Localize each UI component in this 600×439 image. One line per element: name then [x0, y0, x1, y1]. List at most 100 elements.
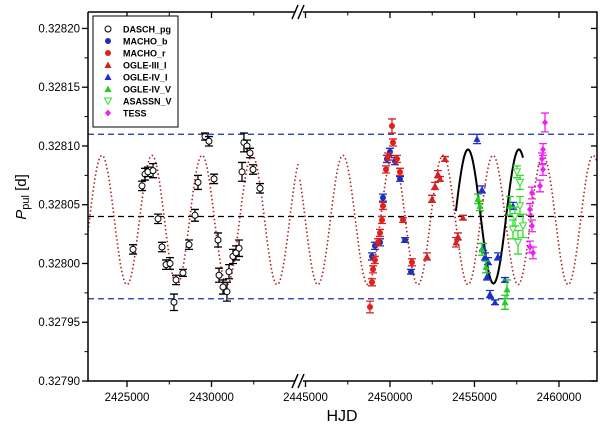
y-tick-label: 0.32805	[38, 200, 80, 212]
legend-label: OGLE-III_I	[123, 61, 167, 71]
x-tick-label: 2445000	[283, 392, 328, 404]
data-point	[249, 165, 257, 173]
data-point	[483, 272, 491, 280]
data-point	[378, 217, 385, 224]
data-point	[129, 245, 137, 253]
axis-break-mark	[291, 373, 305, 389]
data-point	[482, 263, 490, 271]
series-dasch-pg	[129, 132, 265, 312]
y-tick-label: 0.32790	[38, 376, 80, 388]
data-point	[379, 194, 386, 201]
model-curves	[87, 148, 598, 286]
series-asassn-v	[508, 165, 528, 255]
data-point	[205, 137, 213, 145]
legend-marker	[104, 73, 112, 80]
y-tick-label: 0.32800	[38, 258, 80, 270]
series-tess	[525, 112, 549, 260]
legend-label: MACHO_r	[123, 49, 166, 59]
series-macho-b	[367, 147, 415, 275]
data-point	[179, 269, 187, 277]
data-point	[478, 185, 486, 193]
legend-item: ASASSN_V	[103, 97, 172, 107]
data-point	[539, 145, 546, 153]
data-point	[513, 238, 523, 247]
legend-item: TESS	[105, 109, 147, 119]
data-points	[129, 112, 549, 314]
data-point	[377, 229, 384, 236]
data-point	[512, 168, 522, 177]
data-point	[194, 178, 202, 186]
legend-label: MACHO_b	[123, 37, 168, 47]
x-tick-label: 2430000	[189, 392, 234, 404]
data-point	[374, 239, 381, 246]
legend-marker	[104, 61, 112, 68]
data-point	[459, 214, 467, 221]
data-point	[401, 236, 408, 243]
data-point	[170, 298, 178, 306]
legend-label: OGLE-IV_I	[123, 73, 168, 83]
data-point	[235, 244, 243, 252]
data-point	[476, 202, 484, 209]
data-point	[436, 175, 444, 182]
data-point	[503, 285, 511, 293]
data-point	[407, 268, 414, 275]
data-point	[223, 288, 231, 296]
series-ogle-iii-i	[422, 155, 467, 261]
axes: 2425000 2430000 2445000 2450000 2455000 24600…	[38, 4, 598, 404]
data-point	[441, 155, 449, 162]
data-point	[423, 252, 431, 260]
data-point	[478, 245, 486, 253]
legend-marker	[105, 50, 111, 56]
data-point	[529, 249, 536, 257]
series-ogle-iv-v	[473, 193, 514, 310]
y-tick-label: 0.32815	[38, 82, 80, 94]
data-point	[452, 238, 460, 246]
data-point	[389, 139, 396, 146]
data-point	[172, 276, 180, 284]
data-point	[215, 271, 223, 279]
legend-box	[92, 15, 179, 128]
legend-item: MACHO_b	[105, 37, 168, 47]
data-point	[191, 211, 199, 219]
data-point	[515, 178, 525, 187]
data-point	[528, 222, 535, 230]
legend-label: DASCH_pg	[123, 25, 171, 35]
data-point	[370, 266, 377, 273]
data-point	[538, 155, 545, 163]
data-point	[393, 155, 400, 162]
data-point	[528, 189, 535, 197]
data-point	[491, 298, 499, 306]
data-point	[494, 252, 502, 260]
data-point	[486, 290, 494, 298]
model-dotted-left	[87, 154, 299, 286]
data-point	[154, 215, 162, 223]
legend-marker	[103, 97, 113, 106]
legend-item: DASCH_pg	[104, 25, 171, 35]
axis-break-mark	[291, 4, 305, 20]
data-point	[408, 259, 415, 266]
data-point	[366, 303, 373, 310]
series-macho-r	[365, 118, 416, 314]
legend-item: OGLE-IV_I	[104, 73, 168, 83]
data-point	[508, 225, 518, 234]
data-point	[526, 205, 533, 213]
model-dotted-right	[299, 154, 598, 286]
legend-marker	[104, 25, 112, 33]
x-axis-label: HJD	[326, 408, 357, 425]
x-tick-label: 2455000	[452, 392, 497, 404]
data-point	[510, 212, 520, 222]
data-point	[474, 195, 482, 202]
data-point	[473, 135, 481, 142]
data-point	[185, 241, 193, 249]
x-tick-label: 2460000	[537, 392, 582, 404]
data-point	[501, 298, 509, 306]
legend-label: ASASSN_V	[123, 97, 172, 107]
data-point	[166, 259, 174, 267]
data-point	[396, 175, 403, 182]
data-point	[536, 182, 543, 190]
y-tick-label: 0.32795	[38, 317, 80, 329]
legend-item: MACHO_r	[105, 49, 166, 59]
data-point	[388, 122, 395, 129]
data-point	[454, 232, 462, 240]
data-point	[368, 279, 375, 286]
